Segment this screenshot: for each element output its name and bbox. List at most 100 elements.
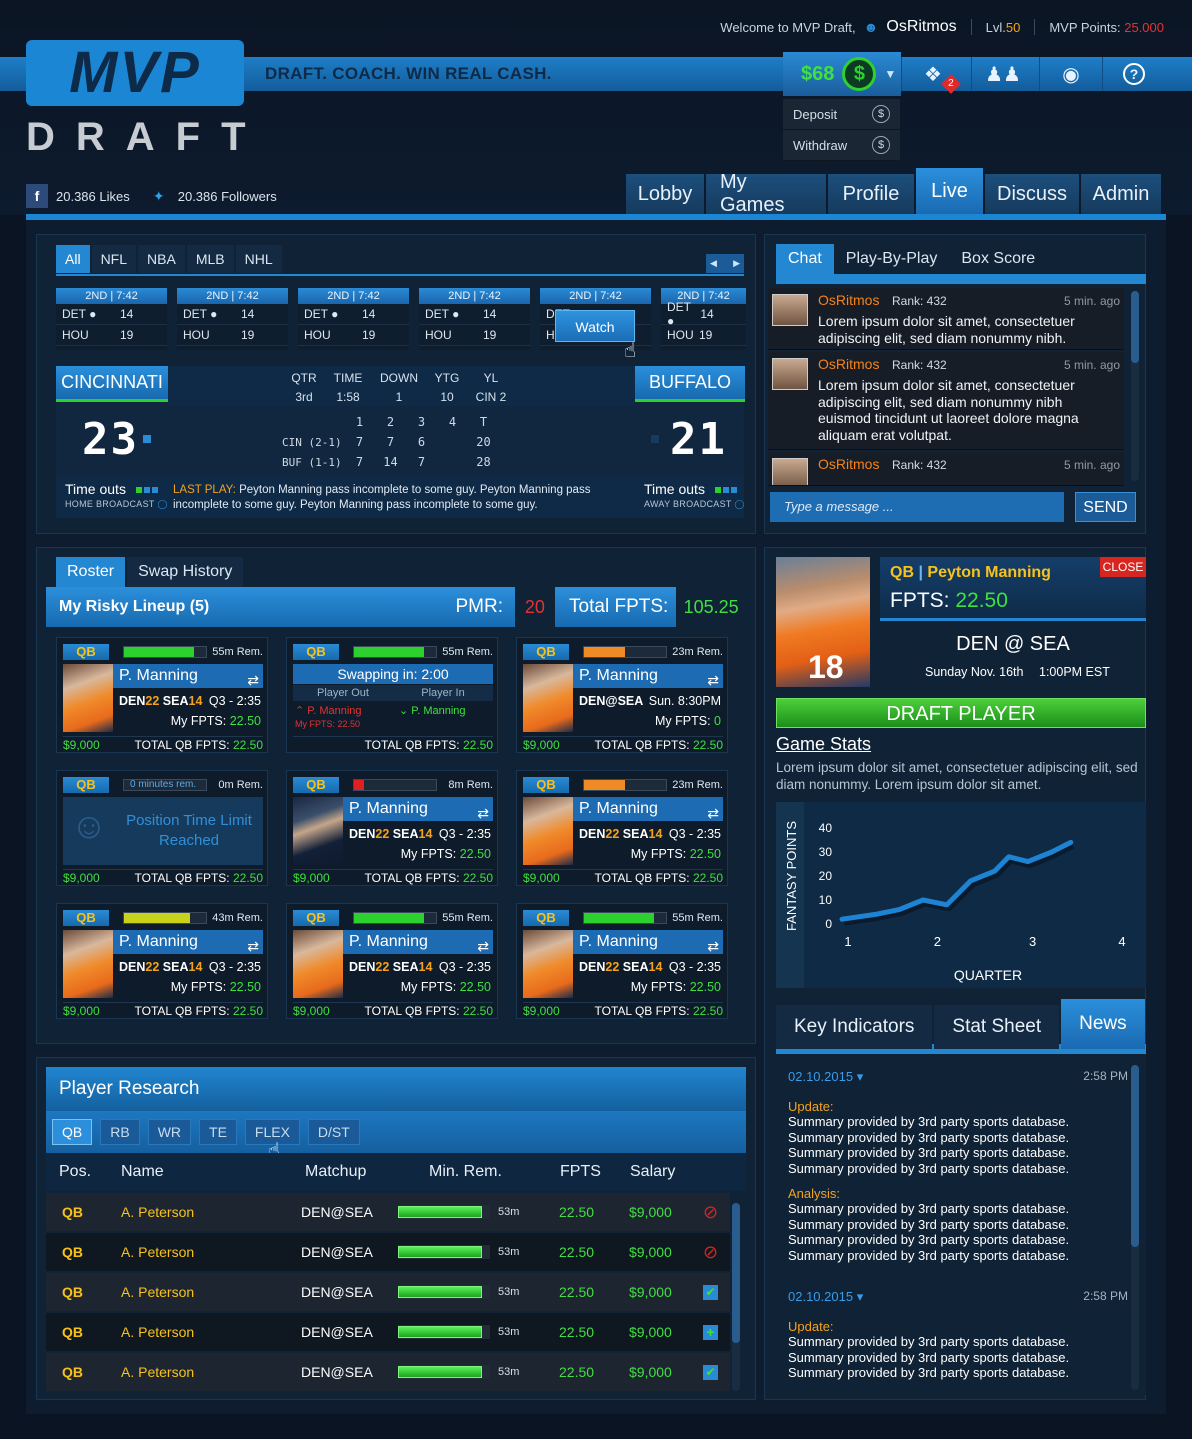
blocked-icon[interactable]: ⊘ — [703, 1241, 719, 1262]
table-row[interactable]: QB A. Peterson DEN@SEA 53m 22.50 $9,000 ⊘ — [46, 1193, 730, 1231]
news-date[interactable]: 02.10.2015 ▾ — [788, 1069, 1128, 1085]
nav-lobby[interactable]: Lobby — [626, 174, 704, 214]
tab-play-by-play[interactable]: Play-By-Play — [845, 250, 938, 267]
player-in[interactable]: ⌄ P. Manning — [399, 704, 466, 717]
filter-wr[interactable]: WR — [147, 1119, 192, 1145]
table-row[interactable]: QB A. Peterson DEN@SEA 53m 22.50 $9,000 ✔ — [46, 1273, 730, 1311]
player-name[interactable]: P. Manning ⇄ — [343, 930, 493, 954]
filter-flex[interactable]: FLEX — [244, 1119, 300, 1145]
table-row[interactable]: QB A. Peterson DEN@SEA 53m 22.50 $9,000 ✔ — [46, 1353, 730, 1391]
game-score-card[interactable]: 2ND | 7:42 DET ● 14 HOU 19 — [177, 288, 288, 350]
lineup-player-card[interactable]: QB 55m Rem. P. Manning ⇄ DEN22 SEA14 Q3 - 2:3… — [56, 637, 268, 753]
research-scrollbar[interactable] — [732, 1203, 740, 1391]
chat-input[interactable]: Type a message ... — [770, 492, 1064, 522]
tab-nhl[interactable]: NHL — [235, 245, 282, 273]
swap-icon[interactable]: ⇄ — [477, 805, 489, 821]
col-salary[interactable]: Salary — [630, 1163, 676, 1180]
player-name[interactable]: P. Manning ⇄ — [573, 930, 723, 954]
lineup-player-card[interactable]: QB 55m Rem. P. Manning ⇄ DEN22 SEA14 Q3 - 2:3… — [286, 903, 498, 1019]
facebook-icon[interactable]: f — [26, 184, 48, 208]
chat-username[interactable]: OsRitmos — [818, 292, 880, 308]
username[interactable]: OsRitmos — [886, 18, 957, 35]
player-name[interactable]: P. Manning ⇄ — [343, 797, 493, 821]
player-name[interactable]: P. Manning ⇄ — [573, 797, 723, 821]
nav-admin[interactable]: Admin — [1081, 174, 1161, 214]
chat-username[interactable]: OsRitmos — [818, 356, 880, 372]
tab-all[interactable]: All — [56, 245, 90, 273]
draft-player-button[interactable]: DRAFT PLAYER — [776, 698, 1146, 728]
game-score-card[interactable]: 2ND | 7:42 DET ● 14 HOU 19 — [419, 288, 530, 350]
col-pos[interactable]: Pos. — [59, 1163, 92, 1180]
filter-te[interactable]: TE — [199, 1119, 237, 1145]
lineup-player-card[interactable]: QB 23m Rem. P. Manning ⇄ DEN22 SEA14 Q3 - 2:3… — [516, 770, 728, 886]
swap-icon[interactable]: ⇄ — [247, 938, 259, 954]
tab-box-score[interactable]: Box Score — [961, 250, 1036, 267]
deposit-menu-item[interactable]: Deposit $ — [783, 99, 900, 130]
chat-username[interactable]: OsRitmos — [818, 456, 880, 472]
row-name[interactable]: A. Peterson — [121, 1204, 195, 1220]
swap-icon[interactable]: ⇄ — [707, 938, 719, 954]
nav-live[interactable]: Live — [916, 168, 983, 214]
balance-dropdown[interactable]: $68 $ ▼ — [783, 52, 901, 96]
tab-mlb[interactable]: MLB — [186, 245, 234, 273]
help-button[interactable]: ? — [1102, 57, 1165, 91]
close-button[interactable]: CLOSE — [1100, 557, 1146, 577]
col-fpts[interactable]: FPTS — [560, 1163, 601, 1180]
check-icon[interactable]: ✔ — [703, 1284, 718, 1300]
lineup-player-card[interactable]: QB 0 minutes rem. 0m Rem. ☺ Position Time Li… — [56, 770, 268, 886]
lineup-player-card[interactable]: QB 23m Rem. P. Manning ⇄ DEN@SEA Sun. 8:30PM M… — [516, 637, 728, 753]
nav-profile[interactable]: Profile — [828, 174, 914, 214]
game-score-card[interactable]: 2ND | 7:42 DET ● 14 HOU 19 — [56, 288, 167, 350]
away-broadcast-link[interactable]: AWAY BROADCAST ◯ — [644, 499, 745, 510]
tickets-button[interactable]: ❖ 2 — [901, 57, 964, 94]
player-name[interactable]: P. Manning ⇄ — [573, 664, 723, 688]
row-name[interactable]: A. Peterson — [121, 1364, 195, 1380]
send-button[interactable]: SEND — [1075, 492, 1136, 522]
swap-icon[interactable]: ⇄ — [247, 672, 259, 688]
game-score-card[interactable]: 2ND | 7:42 DET ● 14 HOU 19 — [661, 288, 746, 350]
swap-icon[interactable]: ⇄ — [707, 672, 719, 688]
lineup-name[interactable]: My Risky Lineup (5) — [59, 598, 210, 615]
lineup-player-card[interactable]: QB 55m Rem. Swapping in: 2:00 Player Out Pla… — [286, 637, 498, 753]
tab-stat-sheet[interactable]: Stat Sheet — [934, 1005, 1060, 1049]
tab-news[interactable]: News — [1061, 999, 1145, 1049]
blocked-icon[interactable]: ⊘ — [703, 1201, 719, 1222]
player-name[interactable]: P. Manning ⇄ — [113, 930, 263, 954]
tab-nba[interactable]: NBA — [138, 245, 185, 273]
friends-button[interactable]: ♟♟ — [971, 57, 1034, 91]
chevron-left-icon[interactable]: ◀ — [710, 258, 717, 268]
globe-button[interactable]: ◉ — [1039, 57, 1102, 91]
nav-discuss[interactable]: Discuss — [985, 174, 1079, 214]
avatar[interactable] — [772, 358, 808, 390]
add-icon[interactable]: + — [703, 1324, 718, 1340]
lineup-player-card[interactable]: QB 8m Rem. P. Manning ⇄ DEN22 SEA14 Q3 - 2:35… — [286, 770, 498, 886]
player-out[interactable]: ⌃ P. Manning — [295, 704, 362, 717]
swap-icon[interactable]: ⇄ — [477, 938, 489, 954]
home-broadcast-link[interactable]: HOME BROADCAST ◯ — [65, 499, 168, 510]
col-matchup[interactable]: Matchup — [305, 1163, 367, 1180]
mvp-draft-logo[interactable]: MVP DRAFT — [26, 40, 246, 158]
withdraw-menu-item[interactable]: Withdraw $ — [783, 130, 900, 161]
row-name[interactable]: A. Peterson — [121, 1244, 195, 1260]
twitter-icon[interactable]: ✦ — [152, 187, 165, 204]
player-name[interactable]: P. Manning ⇄ — [113, 664, 263, 688]
filter-qb[interactable]: QB — [52, 1119, 93, 1145]
row-name[interactable]: A. Peterson — [121, 1284, 195, 1300]
tab-chat[interactable]: Chat — [776, 244, 834, 274]
lineup-player-card[interactable]: QB 43m Rem. P. Manning ⇄ DEN22 SEA14 Q3 - 2:3… — [56, 903, 268, 1019]
news-date[interactable]: 02.10.2015 ▾ — [788, 1289, 1128, 1305]
table-row[interactable]: QB A. Peterson DEN@SEA 53m 22.50 $9,000 + — [46, 1313, 730, 1351]
swap-icon[interactable]: ⇄ — [707, 805, 719, 821]
avatar[interactable] — [772, 294, 808, 326]
chat-scrollbar[interactable] — [1131, 291, 1139, 481]
game-score-card[interactable]: 2ND | 7:42 DET ● 14 HOU 19 — [298, 288, 409, 350]
tab-roster[interactable]: Roster — [56, 557, 126, 587]
table-row[interactable]: QB A. Peterson DEN@SEA 53m 22.50 $9,000 ⊘ — [46, 1233, 730, 1271]
tab-swap-history[interactable]: Swap History — [127, 557, 244, 587]
col-min-rem[interactable]: Min. Rem. — [429, 1163, 502, 1180]
col-name[interactable]: Name — [121, 1163, 164, 1180]
watch-button[interactable]: Watch — [555, 310, 635, 342]
filter-dst[interactable]: D/ST — [307, 1119, 360, 1145]
game-stats-title[interactable]: Game Stats — [776, 734, 872, 754]
tab-key-indicators[interactable]: Key Indicators — [776, 1005, 933, 1049]
